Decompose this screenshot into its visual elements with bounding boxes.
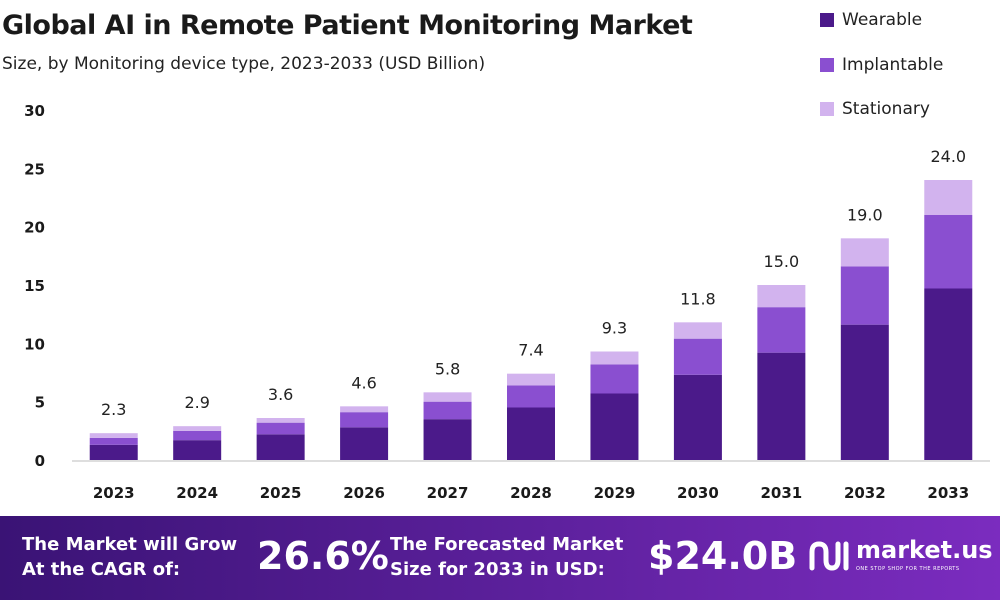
bar-segment-implantable: [673, 338, 722, 375]
cagr-line-1: The Market will Grow: [22, 534, 238, 555]
bar-segment-implantable: [757, 307, 806, 353]
x-tick-label: 2023: [93, 484, 135, 502]
bar-segment-stationary: [340, 406, 389, 413]
bar-segment-implantable: [340, 412, 389, 428]
bar-segment-stationary: [173, 426, 222, 431]
x-tick-label: 2030: [677, 484, 719, 502]
y-tick-label: 0: [35, 452, 45, 470]
bar-segment-implantable: [590, 364, 639, 394]
bar-segment-wearable: [924, 288, 973, 460]
bar-segment-stationary: [507, 373, 555, 386]
bar-segment-wearable: [507, 407, 555, 460]
brand-name: market.us: [856, 536, 993, 564]
bar-segment-implantable: [173, 430, 222, 441]
total-value-label: 2.9: [184, 393, 209, 412]
legend-label-stationary: Stationary: [842, 99, 930, 119]
bar-segment-wearable: [590, 393, 639, 460]
bar-segment-implantable: [423, 401, 472, 420]
bar-segment-wearable: [89, 444, 138, 460]
bar-segment-stationary: [757, 285, 806, 308]
y-tick-label: 25: [24, 160, 45, 178]
market-us-logo-icon: [809, 541, 849, 571]
bar-segment-implantable: [89, 437, 138, 445]
total-value-label: 24.0: [930, 147, 966, 166]
bar-segment-implantable: [256, 422, 305, 435]
x-tick-label: 2031: [760, 484, 802, 502]
total-value-label: 2.3: [101, 400, 126, 419]
y-tick-label: 15: [24, 277, 45, 295]
x-tick-label: 2025: [260, 484, 302, 502]
legend-swatch-implantable: [820, 58, 834, 72]
bar-segment-wearable: [256, 434, 305, 460]
total-value-label: 5.8: [435, 359, 460, 378]
total-value-label: 7.4: [518, 341, 543, 360]
chart-subtitle: Size, by Monitoring device type, 2023-20…: [2, 54, 486, 74]
legend-label-wearable: Wearable: [842, 10, 923, 30]
x-tick-label: 2033: [927, 484, 969, 502]
total-value-label: 15.0: [764, 252, 800, 271]
cagr-line-2: At the CAGR of:: [22, 559, 181, 580]
stacked-bar-chart: 0510152025302.320232.920243.620254.62026…: [24, 102, 990, 502]
bar-segment-stationary: [673, 322, 722, 339]
bar-segment-wearable: [340, 427, 389, 460]
bar-segment-stationary: [256, 418, 305, 423]
bar-segment-stationary: [840, 238, 889, 267]
bar-segment-implantable: [924, 215, 973, 289]
chart-title: Global AI in Remote Patient Monitoring M…: [2, 10, 693, 41]
bar-segment-wearable: [173, 440, 222, 460]
forecast-line-2: Size for 2033 in USD:: [390, 559, 605, 580]
bar-segment-wearable: [673, 374, 722, 460]
forecast-line-1: The Forecasted Market: [390, 534, 624, 555]
x-tick-label: 2026: [343, 484, 385, 502]
cagr-text: The Market will Grow At the CAGR of:: [22, 532, 237, 582]
legend-swatch-wearable: [820, 13, 834, 27]
footer-banner: The Market will Grow At the CAGR of: 26.…: [0, 516, 1000, 600]
bar-segment-implantable: [840, 266, 889, 325]
y-tick-label: 20: [24, 219, 45, 237]
total-value-label: 9.3: [602, 319, 627, 338]
bar-segment-wearable: [423, 419, 472, 460]
total-value-label: 3.6: [268, 385, 293, 404]
bar-segment-implantable: [507, 385, 555, 408]
bar-segment-stationary: [924, 180, 973, 215]
y-tick-label: 5: [35, 394, 45, 412]
y-tick-label: 10: [24, 335, 45, 353]
legend-item-implantable: Implantable: [820, 55, 943, 75]
cagr-value: 26.6%: [257, 534, 389, 578]
legend-item-wearable: Wearable: [820, 10, 922, 30]
forecast-value: $24.0B: [648, 534, 798, 578]
bar-segment-stationary: [423, 392, 472, 402]
y-tick-label: 30: [24, 102, 45, 120]
total-value-label: 19.0: [847, 205, 883, 224]
total-value-label: 11.8: [680, 289, 716, 308]
x-tick-label: 2032: [844, 484, 886, 502]
bar-segment-wearable: [757, 352, 806, 460]
total-value-label: 4.6: [351, 373, 376, 392]
brand-logo: market.us ONE STOP SHOP FOR THE REPORTS: [808, 536, 993, 578]
x-tick-label: 2024: [176, 484, 218, 502]
legend-item-stationary: Stationary: [820, 99, 930, 119]
bar-segment-stationary: [590, 351, 639, 365]
bar-segment-stationary: [89, 433, 138, 438]
x-tick-label: 2027: [427, 484, 469, 502]
bar-segment-wearable: [840, 324, 889, 460]
legend-swatch-stationary: [820, 102, 834, 116]
forecast-text: The Forecasted Market Size for 2033 in U…: [390, 532, 623, 582]
x-tick-label: 2028: [510, 484, 552, 502]
x-tick-label: 2029: [594, 484, 636, 502]
legend-label-implantable: Implantable: [842, 55, 944, 75]
brand-tagline: ONE STOP SHOP FOR THE REPORTS: [856, 566, 960, 572]
